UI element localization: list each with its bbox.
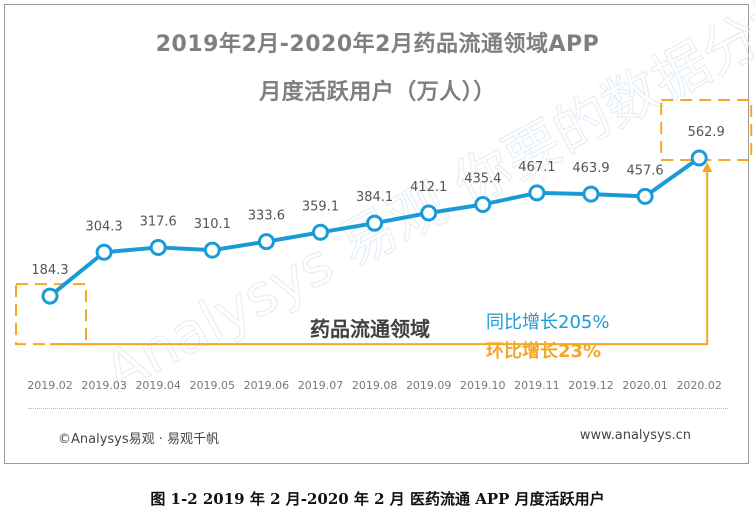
- data-point: [95, 243, 113, 261]
- x-tick-label: 2019.08: [352, 379, 398, 392]
- footer-copyright: ©Analysys易观 · 易观千帆: [58, 432, 220, 447]
- footer-separator: [28, 408, 728, 409]
- growth-arrowhead: [702, 161, 713, 172]
- data-label: 184.3: [31, 263, 68, 278]
- x-tick-label: 2019.03: [81, 379, 127, 392]
- data-point: [257, 233, 275, 251]
- data-label: 359.1: [302, 199, 339, 214]
- data-label: 457.6: [626, 163, 663, 178]
- chart-frame: [4, 4, 749, 464]
- data-point: [312, 223, 329, 241]
- data-point: [528, 184, 546, 202]
- footer-website: www.analysys.cn: [579, 428, 691, 443]
- chart-title-line-2: 月度活跃用户（万人））: [259, 80, 496, 105]
- figure-caption: 图 1-2 2019 年 2 月-2020 年 2 月 医药流通 APP 月度活…: [150, 490, 605, 508]
- data-point: [203, 241, 221, 259]
- data-label: 333.6: [248, 209, 285, 224]
- highlight-box-start: [15, 283, 87, 346]
- data-point: [636, 187, 654, 205]
- data-point: [474, 195, 492, 213]
- x-tick-label: 2020.01: [622, 379, 668, 392]
- data-point: [582, 185, 600, 203]
- x-tick-label: 2019.11: [514, 379, 560, 392]
- chart-title-line-1: 2019年2月-2020年2月药品流通领域APP: [155, 32, 600, 57]
- x-tick-label: 2019.09: [406, 379, 452, 392]
- data-label: 384.1: [356, 190, 393, 205]
- growth-connector: [50, 167, 709, 346]
- x-tick-label: 2019.02: [27, 379, 73, 392]
- x-tick-label: 2019.10: [460, 379, 506, 392]
- x-tick-label: 2019.12: [568, 379, 614, 392]
- data-label: 304.3: [85, 219, 122, 234]
- x-tick-label: 2019.07: [298, 379, 344, 392]
- data-point: [366, 214, 384, 232]
- data-label: 562.9: [688, 125, 725, 140]
- data-point: [690, 149, 708, 167]
- data-point: [149, 238, 167, 256]
- x-tick-label: 2019.06: [244, 379, 290, 392]
- data-label: 467.1: [518, 160, 555, 175]
- x-tick-label: 2020.02: [676, 379, 722, 392]
- data-label: 412.1: [410, 180, 447, 195]
- data-label: 310.1: [194, 217, 231, 232]
- data-point: [41, 287, 59, 305]
- data-label: 435.4: [464, 171, 501, 186]
- x-tick-label: 2019.04: [135, 379, 181, 392]
- data-label: 463.9: [572, 161, 609, 176]
- data-label: 317.6: [140, 214, 177, 229]
- x-tick-label: 2019.05: [190, 379, 236, 392]
- data-point: [420, 204, 438, 222]
